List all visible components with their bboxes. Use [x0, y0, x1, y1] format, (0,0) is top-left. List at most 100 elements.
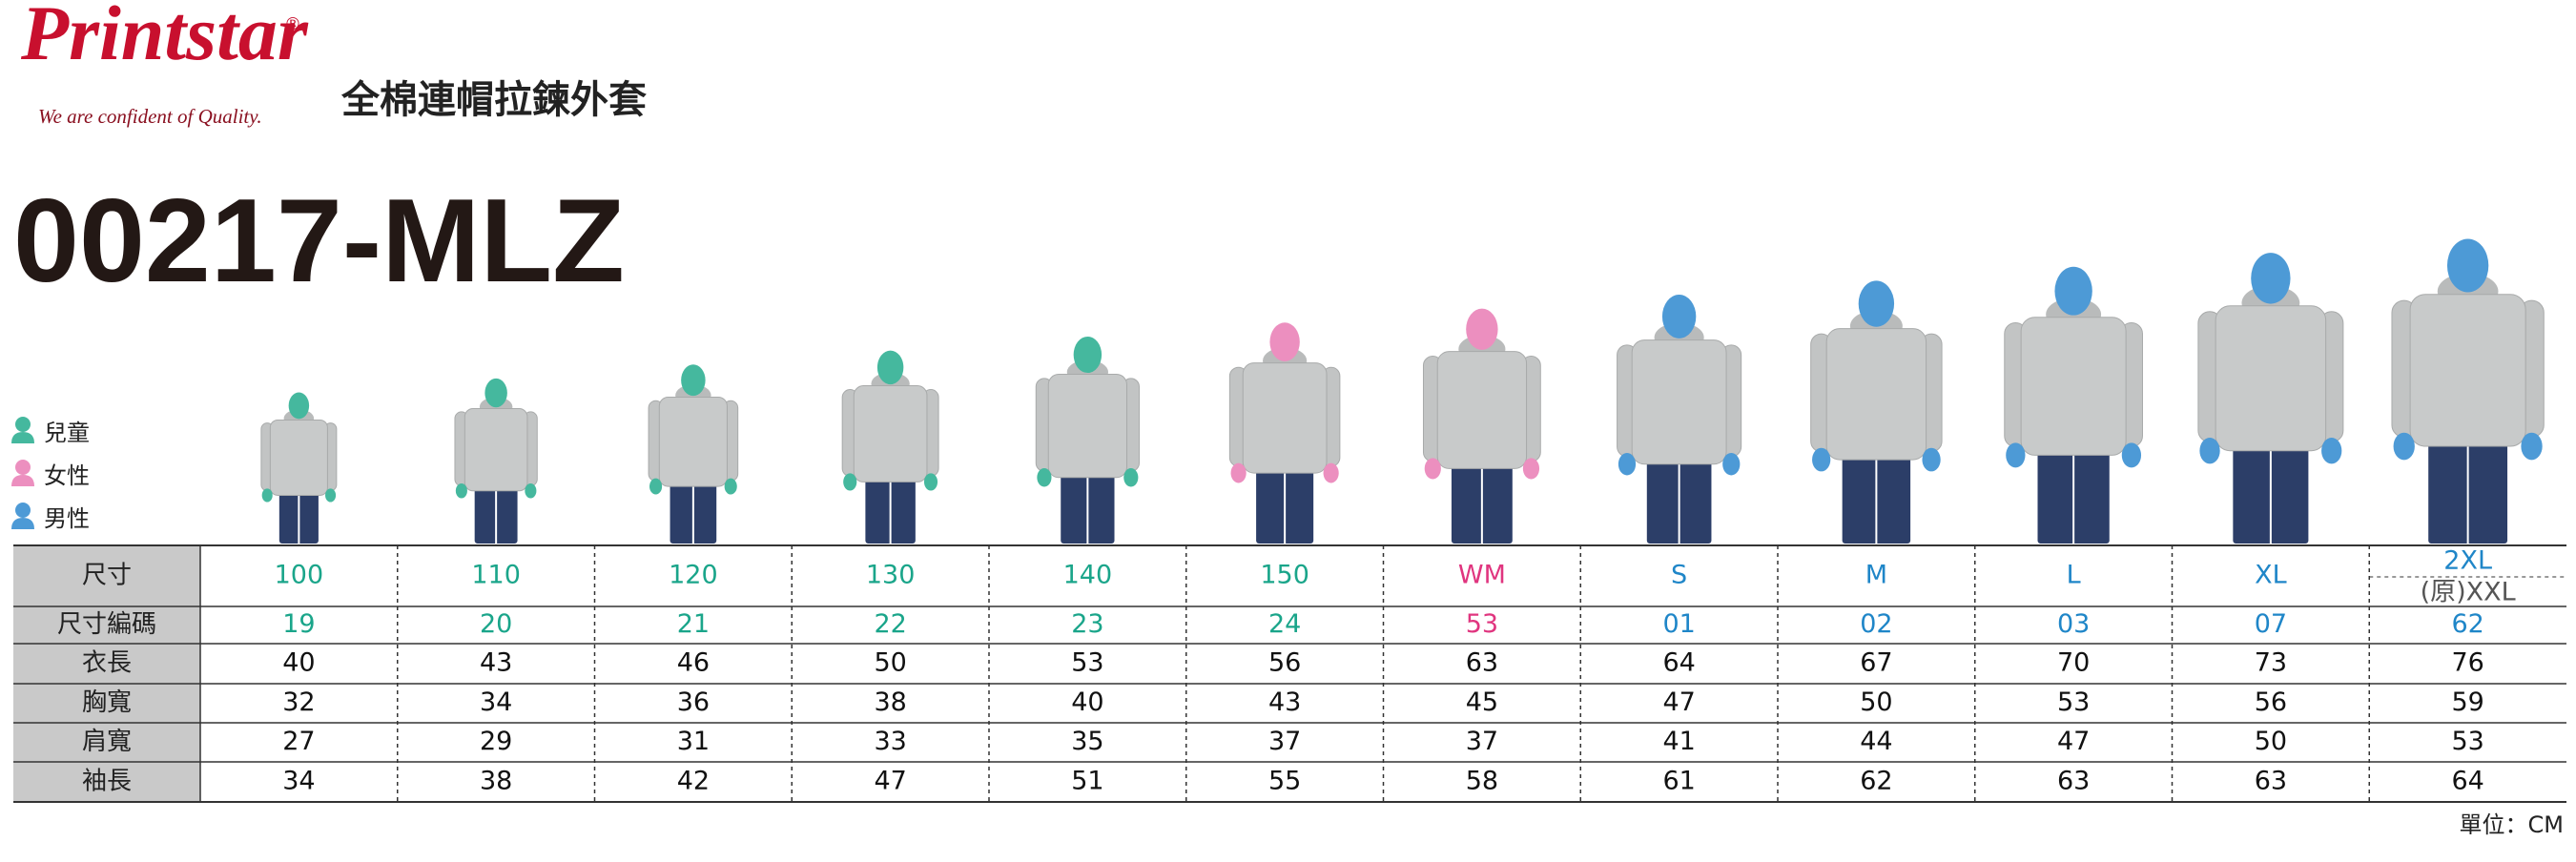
figure-hand [1922, 447, 1941, 472]
row-label: 尺寸 [82, 562, 132, 590]
figure-hoodie [658, 396, 728, 487]
legend-label: 兒童 [44, 420, 90, 446]
measurement: 62 [1860, 767, 1892, 796]
measurement: 76 [2451, 648, 2483, 678]
figure-hand [1618, 453, 1637, 476]
figure-head [681, 364, 706, 397]
measurement: 50 [2255, 727, 2287, 756]
size-code: 23 [1071, 609, 1103, 639]
figure-head [876, 350, 904, 385]
size-label: M [1865, 561, 1887, 590]
measurement: 63 [1466, 648, 1498, 678]
measurement: 27 [282, 727, 315, 756]
figure-hand [843, 473, 857, 491]
figure-head [2251, 253, 2291, 304]
legend-icon-head [15, 417, 31, 432]
unit-note: 單位：CM [2460, 811, 2564, 838]
figure [1228, 322, 1341, 544]
figure [1810, 280, 1943, 544]
figure-hand [455, 483, 467, 499]
figure-hand [2199, 438, 2220, 464]
size-code: 24 [1268, 609, 1301, 639]
figure-hand [1037, 468, 1052, 487]
measurement: 56 [2255, 688, 2287, 717]
figure-hand [261, 488, 273, 503]
figure-hand [2321, 438, 2342, 464]
measurement: 34 [282, 767, 315, 796]
size-code: 01 [1662, 609, 1695, 639]
figure-hoodie [2020, 317, 2127, 456]
figure-hoodie [2409, 294, 2526, 447]
figure-head [2054, 266, 2092, 316]
size-label: 130 [866, 561, 916, 590]
measurement: 43 [480, 648, 512, 678]
measurement: 61 [1662, 767, 1695, 796]
registered-mark: ® [284, 14, 301, 34]
row-label: 衣長 [82, 649, 132, 678]
figure-hand [2006, 442, 2026, 468]
measurement: 42 [677, 767, 710, 796]
figure-hoodie [1825, 328, 1927, 461]
measurement: 47 [1662, 688, 1695, 717]
row-label: 肩寬 [82, 728, 132, 756]
measurement: 38 [874, 688, 906, 717]
measurement: 29 [480, 727, 512, 756]
measurement: 64 [1662, 648, 1695, 678]
figure-hand [1812, 447, 1831, 472]
measurement: 67 [1860, 648, 1892, 678]
legend-icon-body [11, 518, 34, 529]
legend-icon-body [11, 475, 34, 486]
figure-head [288, 392, 310, 420]
measurement: 44 [1860, 727, 1892, 756]
size-label: S [1671, 561, 1687, 590]
measurement: 47 [874, 767, 906, 796]
measurement: 31 [677, 727, 710, 756]
row-label: 尺寸編碼 [57, 610, 156, 639]
measurement: 36 [677, 688, 710, 717]
measurement: 73 [2255, 648, 2287, 678]
measurement: 53 [2451, 727, 2483, 756]
measurement: 63 [2255, 767, 2287, 796]
measurement: 35 [1071, 727, 1103, 756]
measurement: 51 [1071, 767, 1103, 796]
measurement: 33 [874, 727, 906, 756]
brand-logo: Printstar [20, 0, 309, 76]
figure-hand [1123, 468, 1139, 487]
figure-hand [1424, 458, 1441, 480]
size-code: 62 [2451, 609, 2483, 639]
measurement: 56 [1268, 648, 1301, 678]
measurement: 40 [1071, 688, 1103, 717]
size-code: 53 [1466, 609, 1498, 639]
measurement: 37 [1268, 727, 1301, 756]
figure-hoodie [464, 407, 528, 492]
figure [1035, 336, 1140, 544]
row-label: 袖長 [82, 768, 132, 796]
size-code: 22 [874, 609, 906, 639]
measurement: 58 [1466, 767, 1498, 796]
size-label: 150 [1260, 561, 1309, 590]
figure-hoodie [1631, 339, 1727, 465]
figure [2391, 238, 2545, 544]
figure-hand [325, 488, 337, 503]
figure-head [1466, 308, 1498, 350]
figure-hand [2521, 432, 2543, 461]
figure [1422, 308, 1541, 544]
size-code: 07 [2255, 609, 2287, 639]
figure-hand [2121, 442, 2142, 468]
figure [454, 378, 538, 544]
figure-hoodie [269, 419, 328, 496]
row-label: 胸寬 [82, 688, 132, 717]
size-code: 21 [677, 609, 710, 639]
measurement: 70 [2057, 648, 2090, 678]
legend-label: 男性 [44, 505, 90, 532]
figure [260, 392, 338, 544]
figure [2004, 266, 2143, 544]
measurement: 38 [480, 767, 512, 796]
label-column-bg [13, 545, 200, 802]
legend-icon-head [15, 503, 31, 518]
figure-hoodie [2215, 305, 2327, 452]
size-alt-label: (原)XXL [2421, 578, 2516, 607]
measurement: 45 [1466, 688, 1498, 717]
